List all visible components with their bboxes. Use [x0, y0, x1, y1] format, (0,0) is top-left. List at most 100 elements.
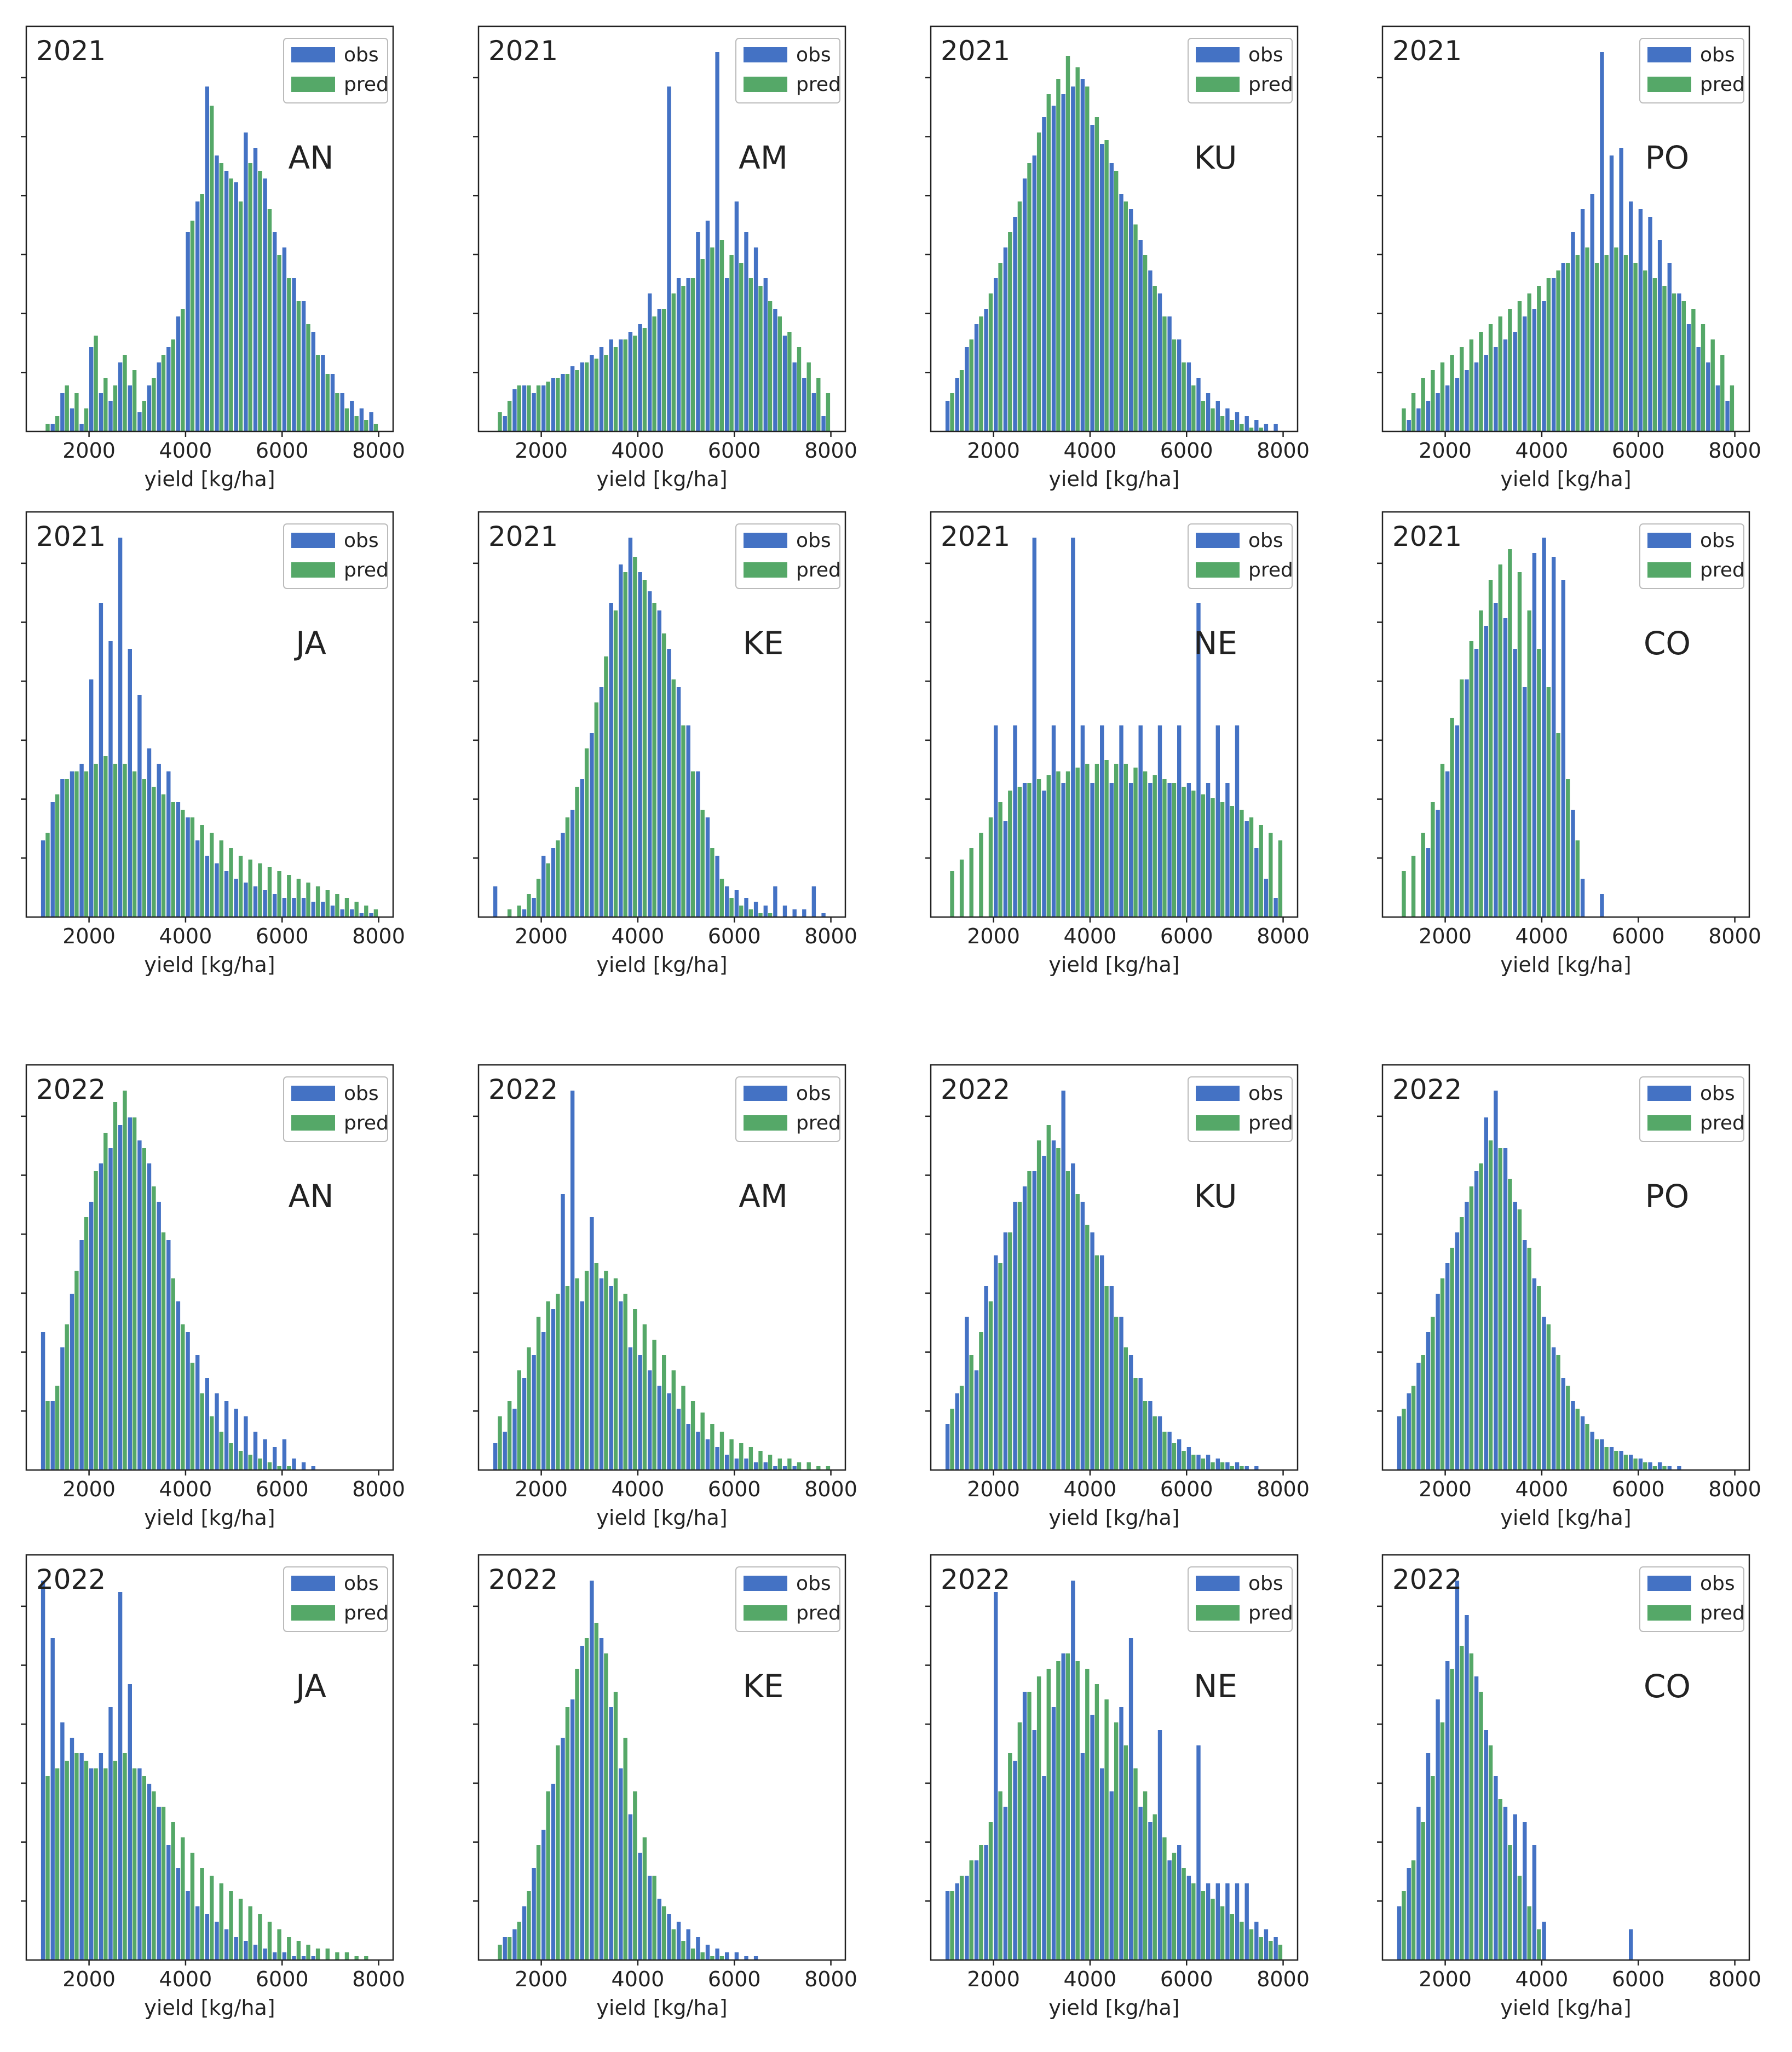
bar-obs	[984, 309, 988, 431]
x-tick-label: 8000	[352, 1967, 405, 1991]
year-label: 2022	[36, 1074, 106, 1105]
bar-obs	[676, 278, 681, 431]
bar-obs	[628, 332, 633, 431]
bar-pred	[335, 1952, 339, 1960]
bar-pred	[690, 1401, 695, 1470]
bar-obs	[1609, 155, 1614, 431]
bar-obs	[1561, 580, 1565, 917]
bar-obs	[1523, 687, 1527, 917]
bar-pred	[1488, 324, 1493, 431]
bar-pred	[296, 301, 301, 431]
bar-pred	[142, 1148, 146, 1470]
x-tick-label: 4000	[612, 439, 665, 463]
bar-pred	[55, 1768, 60, 1960]
bar-obs	[1677, 1466, 1681, 1470]
legend-label-obs: obs	[1248, 1082, 1283, 1105]
bar-obs	[1523, 1822, 1527, 1960]
bar-obs	[522, 385, 527, 431]
bar-pred	[142, 1776, 146, 1960]
region-label: CO	[1644, 625, 1691, 662]
bar-pred	[1123, 201, 1128, 431]
bar-obs	[503, 1937, 507, 1960]
bar-obs	[1167, 783, 1172, 917]
bar-obs	[1138, 1807, 1143, 1960]
bar-pred	[988, 293, 993, 431]
bar-pred	[325, 374, 330, 431]
bar-pred	[1546, 278, 1551, 431]
bar-obs	[522, 1378, 527, 1470]
bar-obs	[532, 898, 536, 917]
bar-obs	[157, 362, 161, 431]
x-tick-label: 6000	[1612, 1477, 1665, 1501]
x-tick-label: 4000	[1064, 439, 1117, 463]
bar-pred	[325, 1949, 330, 1960]
bar-obs	[1465, 679, 1469, 917]
bar-obs	[1100, 725, 1104, 917]
bar-obs	[301, 301, 306, 431]
bar-pred	[229, 848, 233, 917]
bar-pred	[181, 810, 185, 917]
bar-obs	[224, 171, 229, 431]
bar-obs	[118, 1125, 123, 1470]
bar-pred	[132, 771, 137, 917]
bar-pred	[1517, 1876, 1522, 1960]
bar-obs	[1206, 783, 1211, 917]
legend-label-pred: pred	[796, 559, 841, 581]
plot-frame	[930, 25, 1299, 433]
bar-obs	[955, 1883, 959, 1960]
year-label: 2022	[36, 1564, 106, 1595]
bar-pred	[123, 355, 127, 431]
bar-obs	[1167, 1432, 1172, 1470]
bar-pred	[1123, 764, 1128, 917]
bar-pred	[181, 309, 185, 431]
bar-obs	[753, 247, 758, 431]
bar-obs	[359, 913, 364, 917]
bar-obs	[561, 1738, 565, 1960]
bar-obs	[705, 1945, 710, 1960]
bar-obs	[648, 1370, 652, 1470]
x-tick-label: 6000	[708, 439, 761, 463]
bar-obs	[1100, 1255, 1104, 1470]
legend-swatch-obs	[1196, 1576, 1240, 1591]
bar-obs	[1474, 649, 1479, 917]
bar-obs	[512, 1929, 517, 1960]
bar-pred	[998, 802, 1002, 917]
bar-obs	[282, 247, 287, 431]
bar-obs	[41, 840, 45, 917]
bar-obs	[1215, 1883, 1220, 1960]
bar-pred	[988, 817, 993, 917]
bar-pred	[690, 771, 695, 917]
bar-pred	[1450, 1669, 1454, 1960]
bar-pred	[1133, 1378, 1138, 1470]
bar-pred	[55, 1386, 60, 1470]
bar-obs	[195, 1906, 200, 1960]
region-label: NE	[1194, 1668, 1237, 1705]
plot-frame	[477, 25, 846, 433]
bar-obs	[186, 1332, 190, 1470]
bar-pred	[238, 856, 243, 917]
bar-pred	[1085, 764, 1090, 917]
legend-swatch-obs	[1647, 1086, 1691, 1101]
bar-pred	[287, 1466, 291, 1470]
bar-obs	[292, 1956, 296, 1960]
bar-obs	[1706, 362, 1710, 431]
bar-obs	[541, 856, 546, 917]
bar-pred	[1614, 247, 1618, 431]
bar-pred	[161, 355, 166, 431]
bar-pred	[613, 610, 618, 917]
bar-obs	[725, 1952, 729, 1960]
bar-pred	[306, 883, 310, 917]
x-tick-label: 8000	[804, 1477, 857, 1501]
bar-pred	[65, 779, 69, 917]
bar-pred	[642, 1837, 647, 1960]
bar-pred	[190, 1853, 195, 1960]
bar-obs	[532, 393, 536, 431]
bar-pred	[287, 278, 291, 431]
bar-pred	[1450, 718, 1454, 917]
bar-pred	[1411, 856, 1416, 917]
bar-pred	[604, 355, 608, 431]
bar-pred	[768, 1455, 773, 1470]
bar-obs	[1561, 1378, 1565, 1470]
bar-obs	[79, 764, 84, 917]
histogram-2021-ke: 2000 4000 6000 8000 yield [kg/ha] 2021 KE obs pr…	[473, 511, 857, 977]
